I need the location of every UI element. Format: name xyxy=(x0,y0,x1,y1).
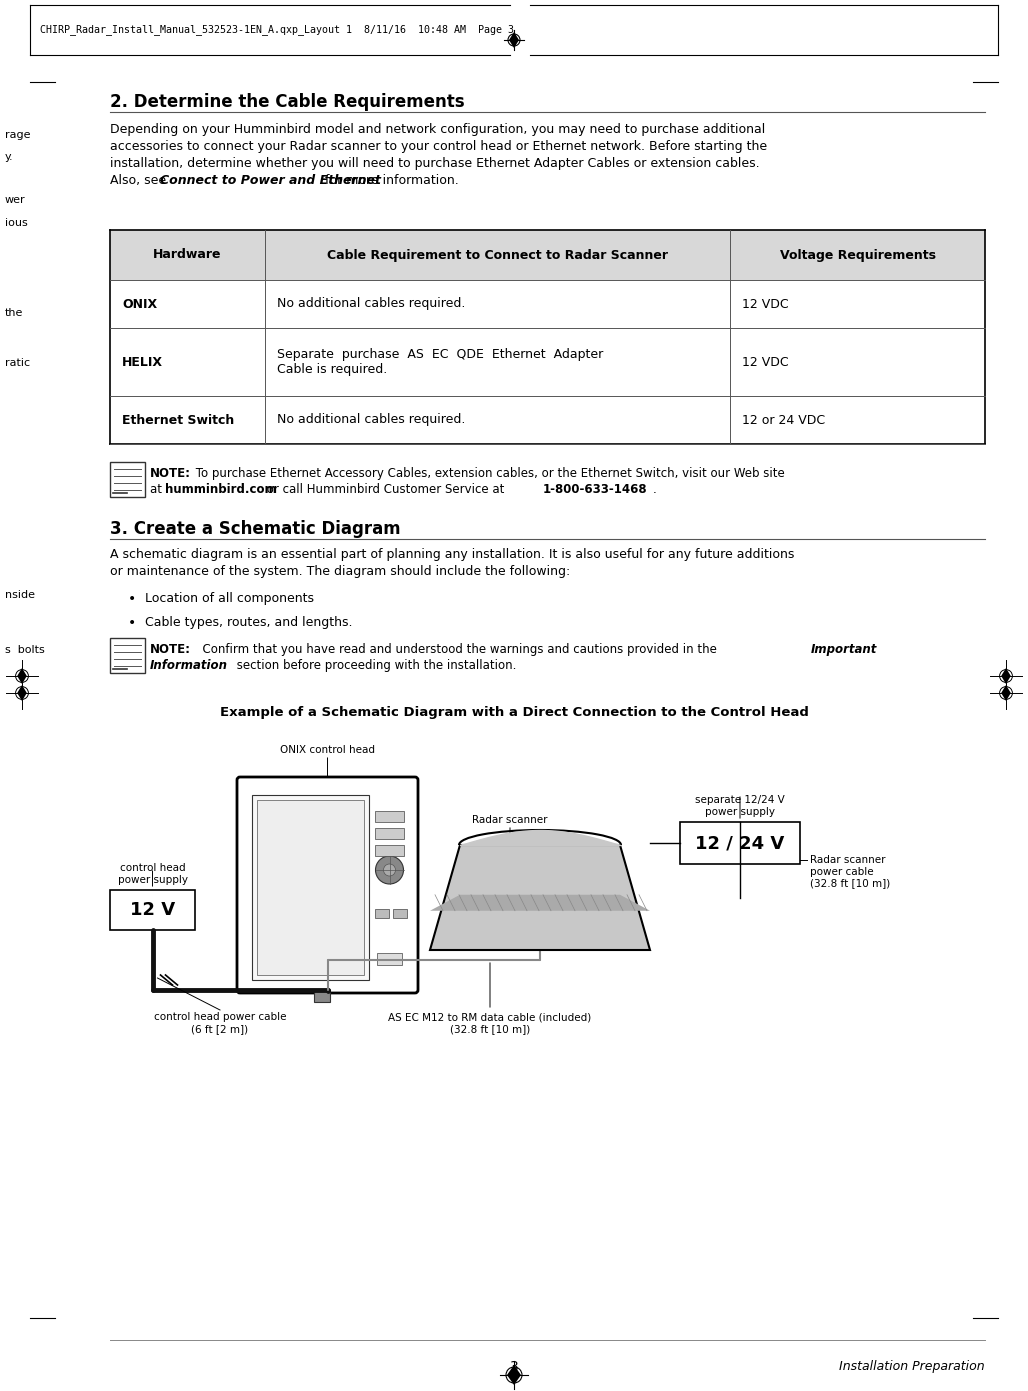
Polygon shape xyxy=(507,1365,521,1385)
Text: Important: Important xyxy=(811,643,877,657)
Bar xyxy=(375,828,404,839)
Text: 12 / 24 V: 12 / 24 V xyxy=(695,835,784,853)
Polygon shape xyxy=(17,684,27,701)
Bar xyxy=(110,328,985,396)
Text: Example of a Schematic Diagram with a Direct Connection to the Control Head: Example of a Schematic Diagram with a Di… xyxy=(220,707,808,719)
Text: 3: 3 xyxy=(510,1360,518,1374)
Text: Installation Preparation: Installation Preparation xyxy=(840,1360,985,1373)
Text: or call Humminbird Customer Service at: or call Humminbird Customer Service at xyxy=(263,483,508,497)
Text: .: . xyxy=(653,483,657,497)
Text: Confirm that you have read and understood the warnings and cautions provided in : Confirm that you have read and understoo… xyxy=(195,643,721,657)
Text: Connect to Power and Ethernet: Connect to Power and Ethernet xyxy=(160,174,381,186)
Text: 2. Determine the Cable Requirements: 2. Determine the Cable Requirements xyxy=(110,93,465,111)
Bar xyxy=(110,638,145,673)
Text: Radar scanner: Radar scanner xyxy=(472,815,548,825)
Text: ratic: ratic xyxy=(5,357,30,369)
Text: accessories to connect your Radar scanner to your control head or Ethernet netwo: accessories to connect your Radar scanne… xyxy=(110,140,767,153)
Text: control head
power supply: control head power supply xyxy=(117,864,187,885)
Text: y.: y. xyxy=(5,152,13,161)
Polygon shape xyxy=(1001,684,1011,701)
Bar xyxy=(110,462,145,497)
Text: section before proceeding with the installation.: section before proceeding with the insta… xyxy=(233,659,516,672)
Text: for more information.: for more information. xyxy=(322,174,460,186)
Bar xyxy=(393,908,407,918)
Text: ONIX control head: ONIX control head xyxy=(280,746,375,755)
Text: Cable is required.: Cable is required. xyxy=(277,363,388,376)
Bar xyxy=(110,396,985,444)
Text: 12 VDC: 12 VDC xyxy=(742,298,788,310)
Bar xyxy=(375,811,404,822)
Bar xyxy=(375,908,389,918)
Text: HELIX: HELIX xyxy=(122,356,163,369)
Text: CHIRP_Radar_Install_Manual_532523-1EN_A.qxp_Layout 1  8/11/16  10:48 AM  Page 3: CHIRP_Radar_Install_Manual_532523-1EN_A.… xyxy=(40,25,514,35)
Bar xyxy=(252,796,369,981)
Text: NOTE:: NOTE: xyxy=(150,467,191,480)
Text: Also, see: Also, see xyxy=(110,174,170,186)
Text: •: • xyxy=(128,593,137,606)
Circle shape xyxy=(375,855,404,885)
Text: Depending on your Humminbird model and network configuration, you may need to pu: Depending on your Humminbird model and n… xyxy=(110,122,765,136)
Bar xyxy=(680,822,800,864)
Text: Cable Requirement to Connect to Radar Scanner: Cable Requirement to Connect to Radar Sc… xyxy=(327,249,668,262)
Text: Ethernet Switch: Ethernet Switch xyxy=(122,413,234,427)
Text: control head power cable
(6 ft [2 m]): control head power cable (6 ft [2 m]) xyxy=(154,1013,286,1034)
Text: Voltage Requirements: Voltage Requirements xyxy=(779,249,935,262)
Text: ONIX: ONIX xyxy=(122,298,157,310)
Text: wer: wer xyxy=(5,195,26,204)
Polygon shape xyxy=(17,668,27,684)
Text: Cable types, routes, and lengths.: Cable types, routes, and lengths. xyxy=(145,616,353,629)
Text: installation, determine whether you will need to purchase Ethernet Adapter Cable: installation, determine whether you will… xyxy=(110,157,760,170)
Text: s  bolts: s bolts xyxy=(5,645,45,655)
Text: 12 or 24 VDC: 12 or 24 VDC xyxy=(742,413,825,427)
Text: ious: ious xyxy=(5,218,28,228)
Text: 1-800-633-1468: 1-800-633-1468 xyxy=(543,483,648,497)
Polygon shape xyxy=(430,894,650,911)
Bar xyxy=(110,280,985,328)
Text: Hardware: Hardware xyxy=(153,249,222,262)
Bar xyxy=(314,990,330,1002)
Polygon shape xyxy=(1001,668,1011,684)
Circle shape xyxy=(383,864,396,876)
Text: •: • xyxy=(128,616,137,630)
FancyBboxPatch shape xyxy=(237,778,418,993)
Text: nside: nside xyxy=(5,590,35,600)
Text: separate 12/24 V
power supply: separate 12/24 V power supply xyxy=(695,796,784,817)
Text: No additional cables required.: No additional cables required. xyxy=(277,298,466,310)
Text: NOTE:: NOTE: xyxy=(150,643,191,657)
Text: humminbird.com: humminbird.com xyxy=(166,483,277,497)
Text: Separate  purchase  AS  EC  QDE  Ethernet  Adapter: Separate purchase AS EC QDE Ethernet Ada… xyxy=(277,348,603,362)
Polygon shape xyxy=(509,32,519,49)
Bar xyxy=(375,844,404,855)
Text: Radar scanner
power cable
(32.8 ft [10 m]): Radar scanner power cable (32.8 ft [10 m… xyxy=(810,855,890,889)
Text: AS EC M12 to RM data cable (included)
(32.8 ft [10 m]): AS EC M12 to RM data cable (included) (3… xyxy=(389,1013,592,1034)
Text: rage: rage xyxy=(5,129,31,140)
Text: 3. Create a Schematic Diagram: 3. Create a Schematic Diagram xyxy=(110,520,401,538)
Polygon shape xyxy=(430,844,650,950)
Text: A schematic diagram is an essential part of planning any installation. It is als: A schematic diagram is an essential part… xyxy=(110,548,795,561)
Text: at: at xyxy=(150,483,166,497)
Text: To purchase Ethernet Accessory Cables, extension cables, or the Ethernet Switch,: To purchase Ethernet Accessory Cables, e… xyxy=(192,467,784,480)
Text: No additional cables required.: No additional cables required. xyxy=(277,413,466,427)
Bar xyxy=(110,890,195,931)
Bar xyxy=(257,800,364,975)
Text: 12 V: 12 V xyxy=(130,901,175,919)
Text: Information: Information xyxy=(150,659,228,672)
Text: the: the xyxy=(5,307,24,319)
Text: Location of all components: Location of all components xyxy=(145,593,314,605)
Bar xyxy=(110,230,985,280)
Bar xyxy=(377,953,402,965)
Text: or maintenance of the system. The diagram should include the following:: or maintenance of the system. The diagra… xyxy=(110,565,571,579)
Text: 12 VDC: 12 VDC xyxy=(742,356,788,369)
